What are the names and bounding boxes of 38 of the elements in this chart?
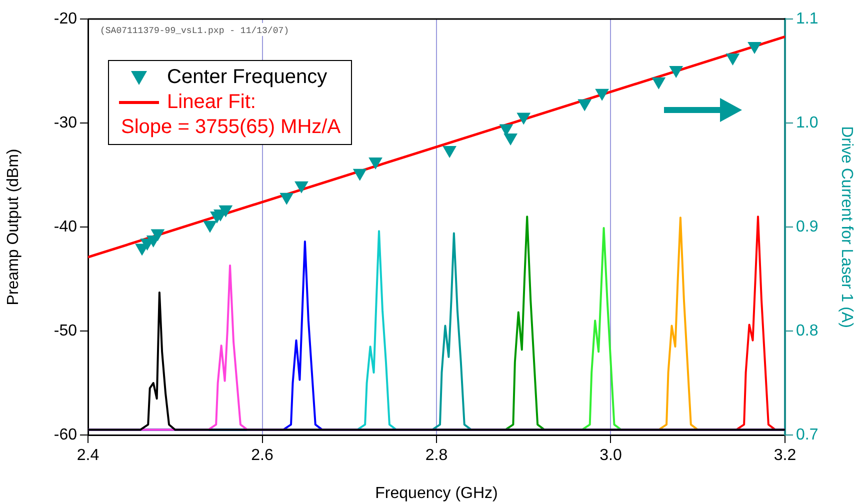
point <box>578 99 592 111</box>
y-tick-label: -30 <box>54 114 78 132</box>
y-tick-label: -50 <box>54 322 78 340</box>
y-tick-label: -20 <box>54 10 78 28</box>
point <box>517 112 530 124</box>
point <box>219 205 232 217</box>
y-axis-title: Preamp Output (dBm) <box>5 148 22 306</box>
point <box>652 77 666 89</box>
point <box>368 157 382 169</box>
x-tick-label: 2.6 <box>251 447 274 464</box>
legend-label: Linear Fit: <box>167 90 256 115</box>
point <box>151 229 164 241</box>
point <box>748 42 762 54</box>
point <box>294 181 308 193</box>
y-tick-label: -40 <box>54 218 78 236</box>
point <box>443 146 456 158</box>
x-tick-label: 2.4 <box>76 447 100 464</box>
point <box>280 192 294 204</box>
y2-tick-label: 1.0 <box>796 114 818 132</box>
y2-tick-label: 0.8 <box>796 322 818 340</box>
x-tick-label: 2.8 <box>425 447 448 464</box>
point <box>504 134 518 146</box>
y2-tick-label: 1.1 <box>796 10 818 28</box>
annotation: (SA07111379-99_vsL1.pxp - 11/13/07) <box>100 26 290 36</box>
y2-tick-label: 0.9 <box>796 218 818 236</box>
y-tick-label: -60 <box>54 426 78 444</box>
y2-tick-label: 0.7 <box>796 426 818 444</box>
x-tick-label: 3.0 <box>600 447 622 464</box>
point <box>595 88 609 100</box>
point <box>670 66 683 78</box>
x-tick-label: 3.2 <box>774 447 796 464</box>
x-axis-title: Frequency (GHz) <box>375 484 498 502</box>
y2-axis-title: Drive Current for Laser 1 (A) <box>838 126 855 328</box>
point <box>726 53 740 65</box>
legend-label: Center Frequency <box>167 65 328 90</box>
annotation: Slope = 3755(65) MHz/A <box>120 115 341 140</box>
point <box>353 168 366 180</box>
point <box>203 220 217 232</box>
